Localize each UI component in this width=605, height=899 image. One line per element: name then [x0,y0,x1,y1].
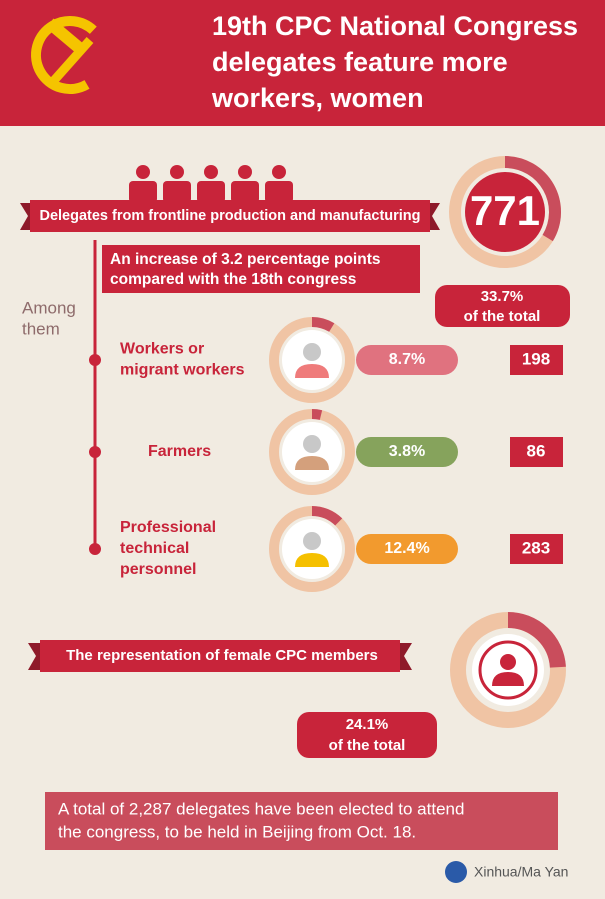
female-icon-body [492,672,524,686]
total: 771 [470,187,540,234]
delegate-icons [129,165,293,203]
timeline-dot [89,354,101,366]
donut-arc [311,506,343,526]
female-ribbon [28,640,412,672]
count-box [510,345,563,375]
timeline-dot [89,446,101,458]
count-box [510,534,563,564]
icon-body [295,553,329,567]
group-name: personnel [120,561,196,578]
female-icon-ring [478,640,538,700]
count: 198 [522,349,550,368]
share-label: 33.7% [481,288,524,305]
note-text: the congress, to be held in Beijing from… [58,822,416,841]
increase-text: An increase of 3.2 percentage points [110,251,380,268]
among-text: them [22,319,60,338]
share-note: of the total [464,308,541,325]
share-pill [356,345,458,375]
icon-body [295,364,329,378]
donut-arc [311,317,335,332]
increase-box [102,245,420,293]
icon-head [303,435,321,453]
share-label: 3.8% [389,443,425,460]
note-text: A total of 2,287 delegates have been ele… [58,799,464,818]
share-label: 8.7% [389,351,425,368]
share-box [435,285,570,327]
party-emblem [31,16,109,94]
icon-head [303,532,321,550]
increase-text: compared with the 18th congress [110,271,356,288]
group-name: technical [120,540,189,557]
count: 283 [522,538,550,557]
share-pill [356,437,458,467]
group-name: Workers or [120,341,204,358]
female-share-note: of the total [329,737,406,754]
count-box [510,437,563,467]
female-share-label: 24.1% [346,716,389,733]
share-label: 12.4% [384,540,429,557]
banner-ribbon [20,200,440,232]
female-icon-head [500,654,516,670]
title-line: delegates feature more [212,47,508,77]
among-text: Among [22,298,76,317]
title-line: workers, women [211,83,424,113]
note-box [45,792,558,850]
credit: Xinhua/Ma Yan [474,864,568,880]
female-banner: The representation of female CPC members [66,647,378,664]
title-line: 19th CPC National Congress [212,11,578,41]
donut-arc [504,156,561,242]
timeline-dot [89,543,101,555]
count: 86 [527,441,546,460]
header-band [0,0,605,126]
group-name: Professional [120,519,216,536]
female-share-box [297,712,437,758]
icon-body [295,456,329,470]
banner-text: Delegates from frontline production and … [39,208,420,224]
total-bg [465,172,545,252]
xinhua-logo [445,861,467,883]
group-name: Farmers [148,443,211,460]
icon-head [303,343,321,361]
donut-arc [507,612,566,669]
donut-arc [311,409,323,420]
share-pill [356,534,458,564]
group-name: migrant workers [120,362,245,379]
